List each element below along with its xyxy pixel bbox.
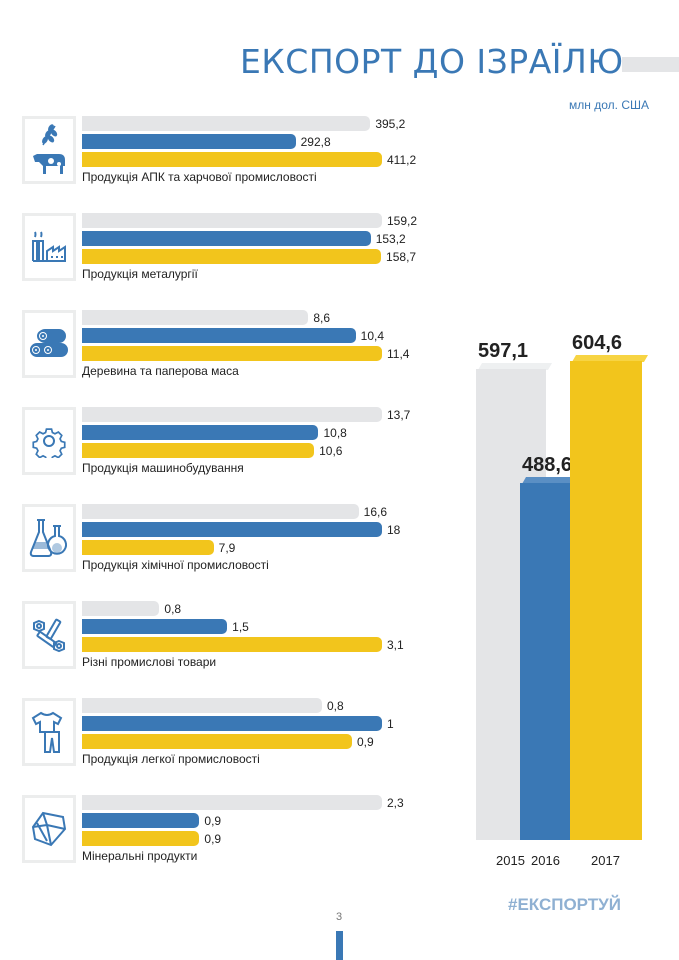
- category-group: 13,7 10,8 10,6 Продукція машинобудування: [22, 403, 462, 493]
- bar-value-label: 10,6: [319, 444, 343, 458]
- bar-value-label: 411,2: [387, 153, 417, 167]
- page-number: 3: [336, 911, 343, 923]
- bar-2015: [82, 116, 371, 131]
- bar-2017: [82, 249, 382, 264]
- year-label: 2016: [531, 853, 560, 868]
- bar-value-label: 7,9: [218, 541, 236, 555]
- category-group: 395,2 292,8 411,2 Продукція АПК та харчової…: [22, 112, 462, 202]
- category-label: Продукція легкої промисловості: [82, 752, 260, 766]
- year-label: 2017: [591, 853, 620, 868]
- bar-2016: [82, 328, 356, 343]
- clothes-icon: [22, 698, 76, 766]
- total-bar-2017: [570, 354, 649, 840]
- total-value-label: 604,6: [572, 331, 623, 354]
- bar-value-label: 0,9: [204, 832, 222, 846]
- factory-icon: [22, 213, 76, 281]
- bar-2015: [82, 213, 382, 228]
- bar-value-label: 0,9: [357, 735, 374, 749]
- bar-value-label: 292,8: [300, 135, 331, 149]
- page-marker: [336, 931, 343, 960]
- bar-2015: [82, 795, 382, 810]
- bar-value-label: 0,8: [327, 699, 344, 713]
- category-group: 0,8 1 0,9 Продукція легкої промисловості: [22, 694, 462, 784]
- bar-2015: [82, 407, 382, 422]
- units-label: млн дол. США: [569, 98, 649, 112]
- bar-value-label: 13,7: [387, 408, 411, 422]
- bar-2016: [82, 425, 319, 440]
- bar-2017: [82, 443, 315, 458]
- hashtag: #ЕКСПОРТУЙ: [508, 895, 621, 914]
- bar-value-label: 1,5: [232, 620, 249, 634]
- category-label: Деревина та паперова маса: [82, 364, 239, 378]
- bar-2016: [82, 134, 296, 149]
- category-label: Продукція металургії: [82, 267, 198, 281]
- flasks-icon: [22, 504, 76, 572]
- bar-value-label: 158,7: [386, 250, 417, 264]
- bar-2017: [82, 637, 382, 652]
- year-label: 2015: [496, 853, 525, 868]
- bar-value-label: 18: [387, 523, 401, 537]
- bar-value-label: 10,8: [323, 426, 347, 440]
- bar-2017: [82, 734, 352, 749]
- bar-2017: [82, 152, 382, 167]
- bolts-nuts-icon: [22, 601, 76, 669]
- category-group: 2,3 0,9 0,9 Мінеральні продукти: [22, 791, 462, 881]
- bar-2016: [82, 522, 382, 537]
- page-title: ЕКСПОРТ ДО ІЗРАЇЛЮ: [240, 42, 624, 81]
- title-decoration: [622, 57, 679, 72]
- bar-2016: [82, 716, 382, 731]
- bar-value-label: 10,4: [360, 329, 385, 343]
- category-group: 0,8 1,5 3,1 Різні промислові товари: [22, 597, 462, 687]
- bar-value-label: 8,6: [313, 311, 330, 325]
- bar-value-label: 11,4: [387, 347, 410, 361]
- logs-icon: [22, 310, 76, 378]
- bar-2016: [82, 619, 228, 634]
- bar-value-label: 1: [387, 717, 394, 731]
- bar-2015: [82, 504, 359, 519]
- bar-value-label: 395,2: [375, 117, 406, 131]
- category-label: Продукція хімічної промисловості: [82, 558, 269, 572]
- bar-value-label: 16,6: [363, 505, 388, 519]
- bar-2017: [82, 346, 382, 361]
- category-group: 159,2 153,2 158,7 Продукція металургії: [22, 209, 462, 299]
- wheat-cow-icon: [22, 116, 76, 184]
- bar-value-label: 3,1: [387, 638, 404, 652]
- category-label: Продукція АПК та харчової промисловості: [82, 170, 317, 184]
- total-value-label: 597,1: [478, 339, 529, 362]
- category-label: Мінеральні продукти: [82, 849, 198, 863]
- bar-2015: [82, 601, 160, 616]
- bar-2015: [82, 698, 322, 713]
- total-chart: 597,1 2015 488,6 2016 604,6 2017: [470, 220, 679, 880]
- bar-value-label: 159,2: [387, 214, 418, 228]
- bar-2017: [82, 540, 214, 555]
- bar-value-label: 2,3: [387, 796, 404, 810]
- bar-2016: [82, 231, 371, 246]
- total-bar-2016: [520, 476, 579, 840]
- gear-icon: [22, 407, 76, 475]
- bar-2017: [82, 831, 200, 846]
- bar-value-label: 153,2: [375, 232, 406, 246]
- bar-2015: [82, 310, 309, 325]
- category-group: 16,6 18 7,9 Продукція хімічної промисловост…: [22, 500, 462, 590]
- bar-value-label: 0,8: [164, 602, 182, 616]
- total-value-label: 488,6: [522, 453, 573, 476]
- category-label: Різні промислові товари: [82, 655, 217, 669]
- category-label: Продукція машинобудування: [82, 461, 244, 475]
- category-group: 8,6 10,4 11,4 Деревина та паперова маса: [22, 306, 462, 396]
- bar-value-label: 0,9: [204, 814, 222, 828]
- bar-2016: [82, 813, 200, 828]
- crystal-icon: [22, 795, 76, 863]
